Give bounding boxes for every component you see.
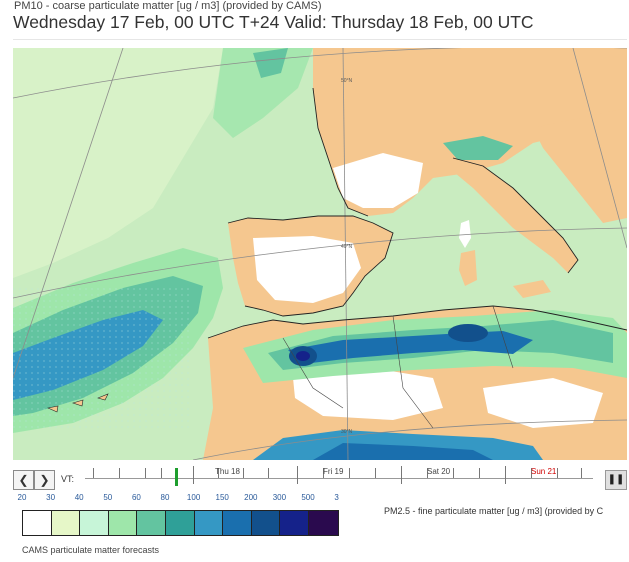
- lat-label-30: 30°N: [341, 429, 353, 435]
- legend-tick-label: 20: [17, 493, 27, 502]
- day-label[interactable]: Sun 21: [531, 467, 557, 476]
- borders: [282, 305, 514, 429]
- chevron-right-icon: ❯: [39, 473, 50, 487]
- legend-color-box: [51, 511, 81, 535]
- corsica: [459, 220, 471, 248]
- legend-labels: 20 30 40 50 60 80 100 150 200 300 500 3: [13, 493, 353, 505]
- legend-color-box: [194, 511, 224, 535]
- legend-tick-label: 80: [160, 493, 170, 502]
- legend-tick-label: 100: [186, 493, 201, 502]
- current-time-marker[interactable]: [175, 468, 178, 486]
- legend-tick-label: 150: [215, 493, 229, 502]
- dust-core-east: [448, 324, 488, 342]
- legend-color-box: [251, 511, 281, 535]
- legend-tick-label: 40: [74, 493, 84, 502]
- meridian-east: [572, 48, 627, 249]
- tick-major: [505, 466, 506, 484]
- tick: [531, 468, 532, 478]
- tick-major: [297, 466, 298, 484]
- italy: [453, 158, 578, 273]
- prev-button[interactable]: ❮: [13, 470, 34, 490]
- tick: [323, 468, 324, 478]
- tick: [145, 468, 146, 478]
- legend-tick-label: 300: [272, 493, 287, 502]
- legend-tick-label: 500: [301, 493, 315, 502]
- coastline-europe: [227, 87, 579, 317]
- title-divider: [13, 39, 627, 40]
- footer-caption: CAMS particulate matter forecasts: [22, 545, 160, 555]
- lat-label-40: 40°N: [341, 244, 353, 250]
- legend-color-box: [308, 511, 338, 535]
- legend-color-box: [223, 511, 252, 535]
- legend-color-box: [80, 511, 109, 535]
- tick: [375, 468, 376, 478]
- north-teal-patch: [253, 48, 288, 78]
- legend-color-box: [137, 511, 166, 535]
- lat-label-50: 50°N: [341, 78, 353, 84]
- tick: [581, 468, 582, 478]
- pause-icon: ❚❚: [607, 474, 625, 485]
- pm25-layer-label[interactable]: PM2.5 - fine particulate matter [ug / m3…: [384, 506, 604, 516]
- tick: [268, 468, 269, 478]
- tick: [243, 468, 244, 478]
- timeline-track[interactable]: [85, 478, 593, 479]
- tick-major: [193, 466, 194, 484]
- page-title: Wednesday 17 Feb, 00 UTC T+24 Valid: Thu…: [13, 12, 534, 32]
- meridian-west: [13, 48, 124, 379]
- south-band-inner: [313, 443, 493, 460]
- tick: [218, 468, 219, 478]
- chevron-left-icon: ❮: [18, 473, 29, 487]
- balkans: [533, 108, 627, 223]
- legend-tick-label: 50: [103, 493, 113, 502]
- tick: [93, 468, 94, 478]
- legend-tick-label: 200: [244, 493, 258, 502]
- parallel-30: [192, 419, 627, 460]
- meridian-center: [342, 48, 349, 460]
- legend-color-box: [23, 511, 52, 535]
- tick: [349, 468, 350, 478]
- legend-tick-label: 3: [334, 493, 339, 502]
- parallel-40: [13, 227, 627, 299]
- tick: [161, 468, 162, 478]
- dotted-overlay: [13, 288, 193, 428]
- sahara-clean-1: [293, 368, 443, 420]
- legend-color-box: [108, 511, 138, 535]
- sicily: [513, 280, 551, 298]
- day-label[interactable]: Thu 18: [215, 467, 240, 476]
- tick: [453, 468, 454, 478]
- tick: [479, 468, 480, 478]
- legend-color-box: [165, 511, 195, 535]
- tick-major: [401, 466, 402, 484]
- canary-islands: [47, 393, 109, 413]
- forecast-map: 50°N 40°N 30°N: [13, 48, 627, 460]
- dust-core-center: [296, 351, 310, 361]
- po-valley: [443, 136, 513, 160]
- legend-tick-label: 30: [46, 493, 56, 502]
- sardinia: [459, 250, 477, 286]
- day-label[interactable]: Sat 20: [427, 467, 451, 476]
- legend-color-box: [280, 511, 309, 535]
- france-clean: [333, 153, 423, 208]
- tick: [427, 468, 428, 478]
- timeline: ❮ ❯ VT: Thu 18 Fri 19 Sat 20 Sun 21 ❚❚: [13, 466, 627, 496]
- parallel-50: [13, 48, 627, 99]
- vt-label: VT:: [61, 474, 75, 484]
- legend-boxes: [22, 510, 339, 536]
- pause-button[interactable]: ❚❚: [605, 470, 627, 490]
- tick: [557, 468, 558, 478]
- north-plume: [213, 48, 313, 138]
- day-label[interactable]: Fri 19: [323, 467, 344, 476]
- next-button[interactable]: ❯: [34, 470, 55, 490]
- tick: [119, 468, 120, 478]
- sahara-clean-2: [483, 378, 603, 428]
- subtitle: PM10 - coarse particulate matter [ug / m…: [14, 0, 322, 12]
- legend-tick-label: 60: [131, 493, 141, 502]
